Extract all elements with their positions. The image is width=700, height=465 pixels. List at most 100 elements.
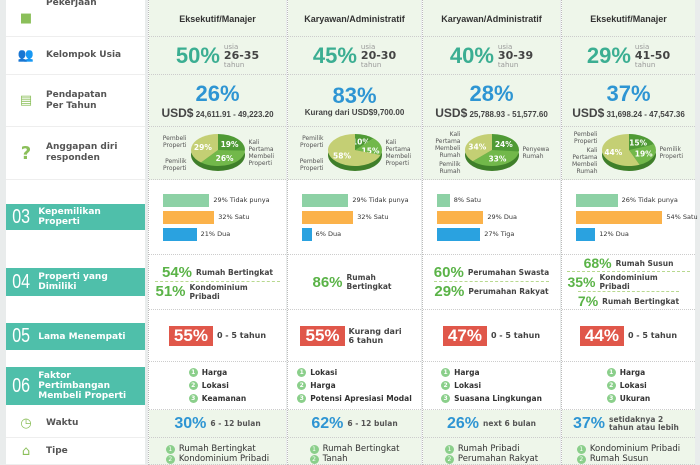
factor-item: 3 Suasana Lingkungan: [441, 392, 542, 405]
type-item: 1 Rumah Pribadi: [444, 444, 538, 454]
age-range: 30-39: [497, 48, 534, 62]
job-title: Karyawan/Administratif: [441, 14, 542, 24]
ownership-bar: [163, 193, 210, 207]
number-badge-icon: 2: [297, 381, 307, 390]
factor-label: Potensi Apresiasi Modal: [310, 394, 412, 403]
type-list: 1 Rumah Pribadi 2 Perumahan Rakyat: [444, 444, 538, 464]
pie-slice: [190, 134, 218, 163]
property-label: Perumahan Swasta: [467, 268, 550, 277]
label-anggapan: ? Anggapan diri responden: [6, 127, 145, 180]
age-range-block: usia 26-35 tahun: [224, 43, 259, 69]
pie-legend-left: Pembeli Properti Kali Pertama Membeli Rum…: [564, 127, 598, 179]
age-percent: 29%: [586, 42, 631, 68]
house-icon: ⌂: [21, 443, 31, 459]
number-badge-icon: 2: [441, 381, 451, 390]
cell: 68% Rumah Susun 35% Kondominium Pribadi 7% Ru…: [562, 255, 695, 310]
cell: Pembeli Properti Kali Pertama Membeli Rum…: [562, 127, 695, 180]
factor-item: 2 Lokasi: [606, 379, 651, 392]
stay-percent: 55%: [300, 325, 345, 346]
type-item: 1 Rumah Bertingkat: [309, 444, 399, 454]
time-label: 6 - 12 bulan: [347, 418, 398, 428]
ownership-bar-row: 29% Tidak punya: [302, 192, 409, 209]
clock-icon: ◷: [20, 416, 32, 431]
type-label: Kondominium Pribadi: [178, 454, 270, 464]
number-badge-icon: 1: [444, 444, 454, 454]
cell: 1 Lokasi 2 Harga 3 Potensi Apresiasi Modal: [288, 362, 421, 410]
age-percent: 45%: [312, 42, 357, 68]
age-pre: usia: [634, 42, 650, 51]
factor-item: 3 Potensi Apresiasi Modal: [297, 392, 412, 405]
ownership-bar-row: 27% Tiga: [437, 226, 514, 243]
number-badge-icon: 1: [441, 368, 451, 377]
pie-legend-label: Pembeli Properti: [299, 157, 324, 172]
ownership-label: 27% Tiga: [484, 230, 515, 238]
cell: Karyawan/Administratif: [423, 0, 560, 37]
stay-label: 0 - 5 tahun: [627, 331, 678, 340]
property-type-row: 35% Kondominium Pribadi: [567, 271, 690, 291]
income-range: USD$ 25,788.93 - 51,577.60: [435, 106, 548, 120]
factor-item: 2 Lokasi: [441, 379, 542, 392]
age-range-block: usia 41-50 tahun: [635, 43, 670, 69]
pie-slice: [628, 144, 656, 165]
cell: 47% 0 - 5 tahun: [423, 310, 560, 362]
pie-legend-label: Kali Pertama Membeli Properti: [248, 139, 275, 167]
property-label: Rumah Bertingkat: [196, 267, 273, 277]
property-percent: 35%: [567, 274, 596, 290]
job-title: Eksekutif/Manajer: [179, 14, 256, 24]
pie-slice: [217, 134, 245, 151]
cell: 26% Tidak punya 54% Satu 12% Dua: [562, 180, 698, 255]
age-group: 50% usia 26-35 tahun: [176, 43, 259, 69]
question-icon: ?: [20, 142, 32, 164]
income-range: Kurang dari USD$9,700.00: [304, 108, 405, 117]
property-label: Kondominium Pribadi: [599, 273, 658, 291]
factor-item: 3 Keamanan: [188, 392, 246, 405]
pie-slice: [464, 134, 492, 162]
cell: 1 Harga 2 Lokasi 3 Keamanan: [149, 362, 286, 410]
pie-value-label: 44%: [604, 148, 622, 157]
property-percent: 54%: [162, 263, 193, 281]
pie-value-label: 34%: [468, 143, 486, 152]
ownership-bar: [302, 227, 312, 241]
property-percent: 60%: [433, 264, 464, 281]
property-label: Perumahan Rakyat: [468, 287, 549, 296]
number-badge-icon: 1: [165, 444, 175, 454]
factor-item: 1 Lokasi: [297, 366, 412, 379]
property-label: Rumah Susun: [615, 258, 674, 268]
ownership-bar: [437, 193, 450, 207]
income-percent: 28%: [469, 80, 514, 106]
ownership-bar: [163, 210, 215, 224]
pie-legend-label: Pemilik Properti: [659, 146, 684, 160]
time-label: setidaknya 2 tahun atau lebih: [609, 414, 679, 432]
age-post: tahun: [497, 60, 519, 69]
label-pekerjaan: ■ Pekerjaan: [6, 0, 145, 37]
cell: 40% usia 30-39 tahun: [423, 37, 560, 75]
number-badge-icon: 3: [441, 394, 451, 403]
ownership-bar: [576, 227, 596, 241]
pie-chart: 19% 26% 29%: [190, 134, 245, 171]
pie-value-label: 26%: [215, 154, 233, 163]
number-badge-icon: 1: [606, 368, 616, 377]
property-type-row: 68% Rumah Susun: [584, 255, 674, 271]
pie-slice: [472, 150, 519, 166]
column-2: Karyawan/Administratif 45% usia 20-30 tahun 8…: [287, 0, 421, 465]
ownership-bar: [302, 193, 349, 207]
ownership-label: 6% Dua: [315, 230, 342, 238]
age-pre: usia: [497, 42, 513, 51]
cell: 1 Rumah Bertingkat 2 Tanah: [288, 438, 421, 465]
time-percent: 30%: [174, 414, 207, 432]
pie-legend-label: Pemilik Rumah: [439, 161, 461, 175]
pie-legend-left: Pembeli Properti Pemilik Properti: [151, 127, 187, 179]
cell: 55% 0 - 5 tahun: [149, 310, 286, 362]
type-list: 1 Rumah Bertingkat 2 Tanah: [309, 444, 399, 464]
property-label: Rumah Bertingkat: [346, 273, 392, 291]
factor-list: 1 Harga 2 Lokasi 3 Ukuran: [606, 366, 651, 405]
cell: 1 Harga 2 Lokasi 3 Ukuran: [562, 362, 695, 410]
ownership-bar: [576, 210, 663, 224]
ownership-label: 29% Dua: [487, 213, 518, 221]
factor-label: Lokasi: [201, 381, 229, 390]
column-1: Eksekutif/Manajer 50% usia 26-35 tahun 26% USD…: [148, 0, 286, 465]
property-type-row: 7% Rumah Bertingkat: [577, 291, 680, 309]
property-type-row: 86% Rumah Bertingkat: [312, 273, 396, 291]
pie-chart: 15% 19% 44%: [601, 134, 656, 171]
